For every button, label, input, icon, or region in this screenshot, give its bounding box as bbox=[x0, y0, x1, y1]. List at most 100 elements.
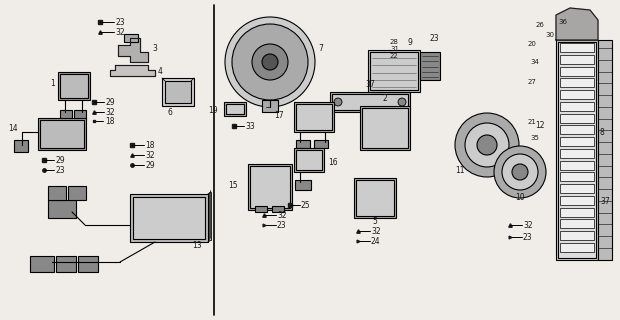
Bar bbox=[294, 102, 334, 132]
Bar bbox=[48, 186, 66, 200]
Bar bbox=[560, 208, 594, 217]
Bar bbox=[165, 81, 191, 103]
Bar bbox=[296, 150, 322, 170]
Text: 36: 36 bbox=[558, 19, 567, 25]
Text: 26: 26 bbox=[536, 22, 545, 28]
Bar bbox=[556, 40, 598, 260]
Bar bbox=[224, 102, 246, 116]
Bar bbox=[48, 200, 76, 218]
Text: 37: 37 bbox=[600, 197, 609, 206]
Text: 24: 24 bbox=[371, 236, 381, 245]
Text: 32: 32 bbox=[277, 211, 286, 220]
Bar bbox=[560, 67, 594, 76]
Circle shape bbox=[455, 113, 519, 177]
Circle shape bbox=[477, 135, 497, 155]
Text: 9: 9 bbox=[408, 37, 413, 46]
Bar bbox=[294, 148, 324, 172]
Polygon shape bbox=[110, 65, 155, 76]
Bar bbox=[124, 34, 138, 42]
Circle shape bbox=[465, 123, 509, 167]
Circle shape bbox=[494, 146, 546, 198]
Text: 6: 6 bbox=[168, 108, 173, 116]
Bar bbox=[38, 118, 86, 150]
Bar bbox=[272, 206, 284, 212]
Text: 28: 28 bbox=[390, 39, 399, 45]
Text: 14: 14 bbox=[8, 124, 17, 132]
Bar bbox=[360, 106, 410, 150]
Text: 29: 29 bbox=[105, 98, 115, 107]
Text: 2: 2 bbox=[383, 93, 388, 102]
Text: 8: 8 bbox=[600, 127, 604, 137]
Bar bbox=[30, 256, 54, 272]
Bar bbox=[162, 78, 194, 106]
Text: 12: 12 bbox=[535, 121, 544, 130]
Bar bbox=[250, 166, 290, 208]
Bar bbox=[558, 42, 596, 258]
Text: 15: 15 bbox=[228, 180, 238, 189]
Bar bbox=[560, 172, 594, 181]
Text: 7: 7 bbox=[318, 44, 323, 52]
Bar bbox=[560, 55, 594, 64]
Text: 11: 11 bbox=[455, 165, 464, 174]
Bar bbox=[368, 50, 420, 92]
Text: 31: 31 bbox=[390, 46, 399, 52]
Bar bbox=[226, 104, 244, 114]
Bar bbox=[560, 78, 594, 87]
Text: 32: 32 bbox=[145, 150, 154, 159]
Text: 32: 32 bbox=[105, 108, 115, 116]
Circle shape bbox=[232, 24, 308, 100]
Bar bbox=[74, 110, 86, 120]
Bar bbox=[560, 220, 594, 228]
Circle shape bbox=[512, 164, 528, 180]
Text: 33: 33 bbox=[245, 122, 255, 131]
Bar bbox=[560, 125, 594, 134]
Text: 18: 18 bbox=[145, 140, 154, 149]
Text: 3: 3 bbox=[152, 44, 157, 52]
Bar bbox=[314, 140, 328, 148]
Circle shape bbox=[252, 44, 288, 80]
Text: 23: 23 bbox=[430, 34, 440, 43]
Text: 17: 17 bbox=[275, 110, 284, 119]
Bar bbox=[370, 52, 418, 90]
Bar bbox=[262, 100, 278, 112]
Text: 16: 16 bbox=[328, 157, 338, 166]
Bar bbox=[133, 197, 205, 239]
Text: 18: 18 bbox=[105, 116, 115, 125]
Bar bbox=[560, 231, 594, 240]
Circle shape bbox=[502, 154, 538, 190]
Bar bbox=[354, 178, 396, 218]
Circle shape bbox=[334, 98, 342, 106]
Bar bbox=[296, 140, 310, 148]
Text: 1: 1 bbox=[50, 78, 55, 87]
Text: 20: 20 bbox=[528, 41, 537, 47]
Bar bbox=[560, 243, 594, 252]
Polygon shape bbox=[118, 38, 148, 62]
Text: 19: 19 bbox=[208, 106, 218, 115]
Bar bbox=[560, 90, 594, 99]
Bar bbox=[560, 149, 594, 158]
Text: 37: 37 bbox=[365, 79, 374, 89]
Text: 13: 13 bbox=[192, 241, 202, 250]
Bar bbox=[78, 256, 98, 272]
Text: 25: 25 bbox=[301, 201, 311, 210]
Bar bbox=[68, 186, 86, 200]
Text: 27: 27 bbox=[528, 79, 537, 85]
Bar bbox=[330, 92, 410, 112]
Text: 4: 4 bbox=[158, 67, 163, 76]
Bar bbox=[356, 180, 394, 216]
Bar bbox=[255, 206, 267, 212]
Text: 32: 32 bbox=[523, 220, 533, 229]
Text: 32: 32 bbox=[371, 227, 381, 236]
Bar bbox=[362, 108, 408, 148]
Bar bbox=[60, 74, 88, 98]
Bar bbox=[560, 114, 594, 123]
Bar bbox=[332, 94, 408, 110]
Bar bbox=[560, 102, 594, 111]
Bar bbox=[560, 43, 594, 52]
Bar bbox=[296, 104, 332, 130]
Text: 5: 5 bbox=[373, 218, 378, 227]
Text: 35: 35 bbox=[530, 135, 539, 141]
Bar bbox=[60, 110, 72, 120]
Bar bbox=[56, 256, 76, 272]
Circle shape bbox=[398, 98, 406, 106]
